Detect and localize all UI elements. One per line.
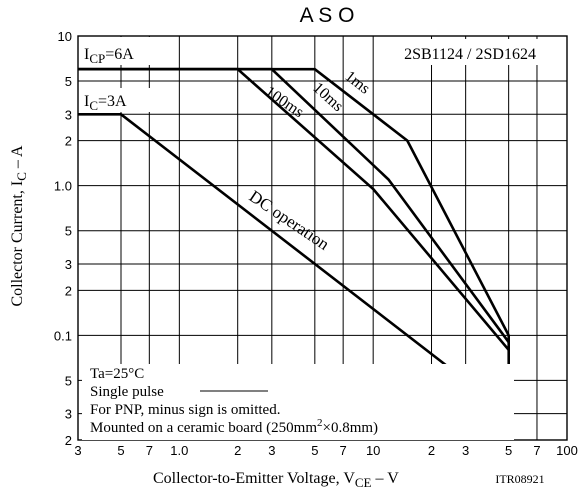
note-pnp: For PNP, minus sign is omitted. bbox=[90, 402, 280, 418]
y-axis-label: Collector Current, IC – A bbox=[9, 145, 29, 307]
series-label-100ms: 100ms bbox=[262, 83, 307, 121]
x-tick-label: 7 bbox=[340, 443, 347, 458]
y-tick-labels: 2 3 5 0.1 2 3 5 1.0 2 3 5 10 bbox=[54, 29, 72, 448]
y-tick-label: 5 bbox=[65, 74, 72, 89]
icp-label: ICP=6A bbox=[84, 46, 134, 66]
x-tick-label: 3 bbox=[74, 443, 81, 458]
ic-label: IC=3A bbox=[84, 93, 127, 113]
y-tick-label: 1.0 bbox=[54, 179, 72, 194]
x-axis-label: Collector-to-Emitter Voltage, VCE – V bbox=[153, 470, 399, 490]
x-tick-label: 5 bbox=[117, 443, 124, 458]
series-line-100ms bbox=[78, 67, 510, 351]
series-lines bbox=[78, 67, 511, 417]
x-tick-label: 3 bbox=[462, 443, 469, 458]
y-tick-label: 5 bbox=[65, 373, 72, 388]
y-tick-label: 3 bbox=[65, 257, 72, 272]
y-tick-label: 5 bbox=[65, 224, 72, 239]
x-tick-label: 2 bbox=[234, 443, 241, 458]
x-tick-label: 7 bbox=[146, 443, 153, 458]
x-tick-label: 5 bbox=[505, 443, 512, 458]
note-single-pulse: Single pulse bbox=[90, 384, 164, 400]
note-temperature: Ta=25°C bbox=[90, 366, 144, 382]
x-tick-label: 10 bbox=[366, 443, 380, 458]
part-number-box-bg bbox=[380, 39, 562, 65]
x-tick-label: 3 bbox=[268, 443, 275, 458]
x-tick-label: 2 bbox=[428, 443, 435, 458]
figure-code: ITR08921 bbox=[495, 472, 544, 486]
x-tick-label: 1.0 bbox=[170, 443, 188, 458]
x-tick-label: 5 bbox=[311, 443, 318, 458]
y-tick-label: 10 bbox=[58, 29, 72, 44]
icp-label-bg bbox=[82, 37, 162, 65]
y-tick-label: 3 bbox=[65, 407, 72, 422]
conditions-box-bg bbox=[82, 364, 514, 440]
x-tick-label: 7 bbox=[533, 443, 540, 458]
y-tick-label: 2 bbox=[65, 283, 72, 298]
note-board: Mounted on a ceramic board (250mm2×0.8mm… bbox=[90, 417, 378, 436]
y-tick-label: 0.1 bbox=[54, 328, 72, 343]
x-tick-labels: 3 5 7 1.0 2 3 5 7 10 2 3 5 7 100 bbox=[74, 443, 577, 458]
ic-label-bg bbox=[82, 88, 156, 112]
y-tick-label: 2 bbox=[65, 433, 72, 448]
chart-title: A S O bbox=[300, 4, 355, 27]
x-tick-label: 100 bbox=[556, 443, 578, 458]
y-tick-label: 2 bbox=[65, 134, 72, 149]
y-tick-label: 3 bbox=[65, 107, 72, 122]
part-number: 2SB1124 / 2SD1624 bbox=[404, 46, 536, 63]
